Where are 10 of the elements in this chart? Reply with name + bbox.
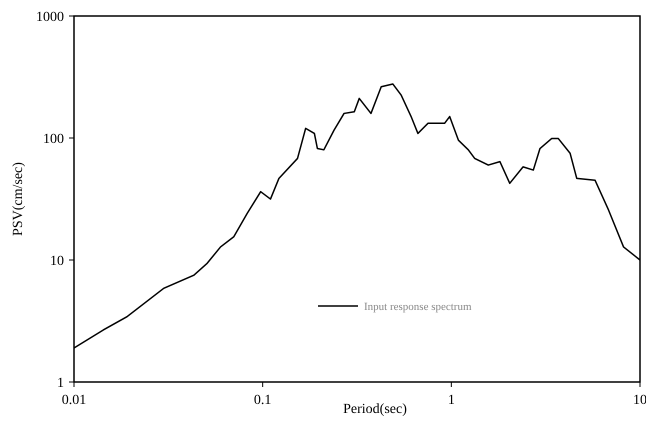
y-axis-title: PSV(cm/sec) [11,162,26,236]
y-tick-label: 100 [43,132,64,147]
y-tick-label: 1 [57,376,64,391]
y-tick-label: 1000 [36,10,64,25]
x-axis-title: Period(sec) [343,402,408,417]
x-tick-label: 1 [448,393,455,408]
x-tick-label: 0.01 [62,393,86,408]
x-tick-label: 0.1 [254,393,272,408]
legend-label: Input response spectrum [364,301,472,313]
y-tick-label: 10 [50,254,64,269]
